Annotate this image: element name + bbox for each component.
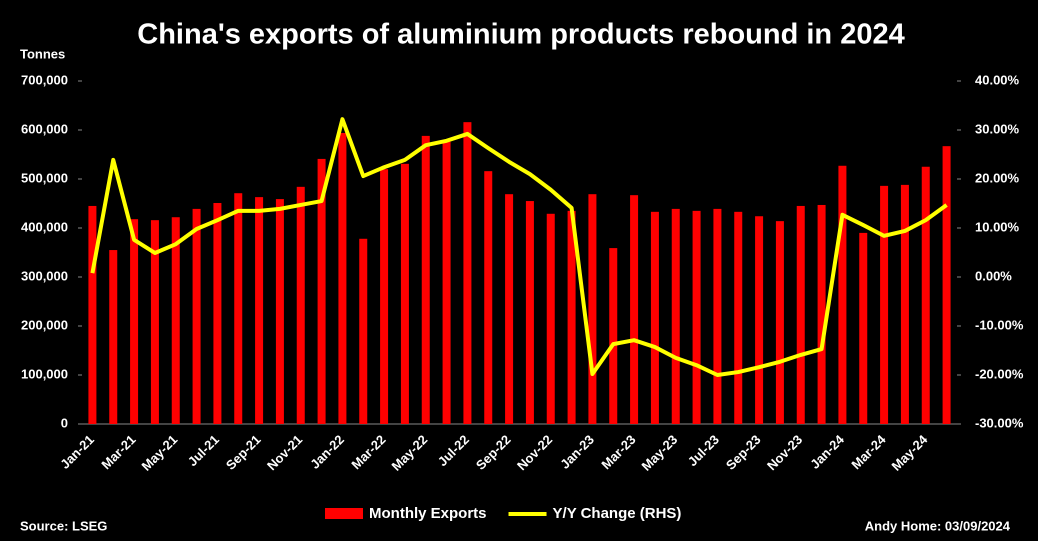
- x-tick-label: Jan-22: [307, 432, 347, 472]
- bar: [171, 217, 180, 424]
- bar: [296, 186, 305, 424]
- bar: [859, 232, 868, 424]
- bar: [900, 184, 909, 424]
- bar: [817, 204, 826, 424]
- bar: [400, 163, 409, 424]
- y-tick-label: 0: [61, 415, 68, 430]
- bar: [921, 166, 930, 424]
- bar: [463, 122, 472, 424]
- legend-swatch: [325, 508, 363, 519]
- bar: [775, 221, 784, 424]
- bar: [588, 194, 597, 424]
- bar: [150, 220, 159, 424]
- bar: [442, 141, 451, 424]
- x-tick-label: Jan-24: [807, 431, 847, 471]
- bar: [650, 211, 659, 424]
- x-tick-label: May-24: [889, 431, 931, 473]
- bar: [734, 211, 743, 424]
- x-tick-label: Jan-23: [557, 432, 597, 472]
- y2-tick-label: 20.00%: [975, 170, 1020, 185]
- y2-tick-label: 40.00%: [975, 72, 1020, 87]
- bar: [130, 219, 139, 424]
- bar: [192, 208, 201, 424]
- bar: [380, 169, 389, 424]
- bar: [671, 208, 680, 424]
- bar: [88, 205, 97, 424]
- x-tick-label: May-21: [139, 432, 181, 474]
- bar: [275, 199, 284, 424]
- bar: [713, 208, 722, 424]
- y-tick-label: 700,000: [21, 72, 68, 87]
- y2-tick-label: -30.00%: [975, 415, 1024, 430]
- x-tick-label: Jul-21: [185, 432, 222, 469]
- bar: [359, 238, 368, 424]
- y2-tick-label: 0.00%: [975, 268, 1012, 283]
- bar: [609, 248, 618, 424]
- bar: [692, 210, 701, 424]
- bar: [880, 185, 889, 424]
- x-tick-label: Mar-22: [348, 432, 388, 472]
- bar: [338, 132, 347, 424]
- line: [90, 117, 948, 377]
- bar: [525, 201, 534, 424]
- x-tick-label: Jul-23: [685, 432, 722, 469]
- y-tick-label: 400,000: [21, 219, 68, 234]
- bar: [796, 205, 805, 424]
- x-tick-label: Jul-22: [435, 432, 472, 469]
- x-tick-label: Jan-21: [57, 432, 97, 472]
- y-tick-label: 200,000: [21, 317, 68, 332]
- y-tick-label: 100,000: [21, 366, 68, 381]
- bar: [109, 250, 118, 424]
- x-tick-label: Nov-21: [264, 432, 305, 473]
- x-tick-label: Sep-22: [473, 432, 514, 473]
- x-tick-label: Sep-21: [223, 432, 264, 473]
- bar: [942, 146, 951, 425]
- chart-title: China's exports of aluminium products re…: [137, 19, 904, 51]
- bar: [630, 195, 639, 424]
- y-tick-label: 300,000: [21, 268, 68, 283]
- legend-label: Y/Y Change (RHS): [553, 505, 682, 522]
- bar: [234, 193, 243, 424]
- x-tick-label: Sep-23: [723, 432, 764, 473]
- bar: [484, 171, 493, 424]
- x-tick-label: Nov-22: [514, 432, 555, 473]
- x-tick-label: Mar-24: [848, 431, 889, 472]
- x-tick-label: Mar-21: [98, 432, 138, 472]
- bar: [421, 135, 430, 424]
- bar: [505, 194, 514, 424]
- y-tick-label: 500,000: [21, 170, 68, 185]
- credit: Andy Home: 03/09/2024: [865, 518, 1011, 533]
- y-axis-label: Tonnes: [20, 46, 65, 61]
- bar: [317, 158, 326, 424]
- bar: [255, 197, 264, 424]
- bar: [546, 213, 555, 424]
- bar: [567, 210, 576, 424]
- y2-tick-label: -20.00%: [975, 366, 1024, 381]
- x-tick-label: May-22: [389, 432, 431, 474]
- y2-tick-label: 30.00%: [975, 121, 1020, 136]
- x-tick-label: Mar-23: [598, 432, 638, 472]
- source: Source: LSEG: [20, 518, 107, 533]
- bar: [838, 165, 847, 424]
- x-tick-label: May-23: [639, 432, 681, 474]
- y2-tick-label: -10.00%: [975, 317, 1024, 332]
- x-tick-label: Nov-23: [764, 432, 805, 473]
- y2-tick-label: 10.00%: [975, 219, 1020, 234]
- bar: [213, 203, 222, 424]
- legend-label: Monthly Exports: [369, 505, 487, 522]
- bar: [755, 216, 764, 424]
- y-tick-label: 600,000: [21, 121, 68, 136]
